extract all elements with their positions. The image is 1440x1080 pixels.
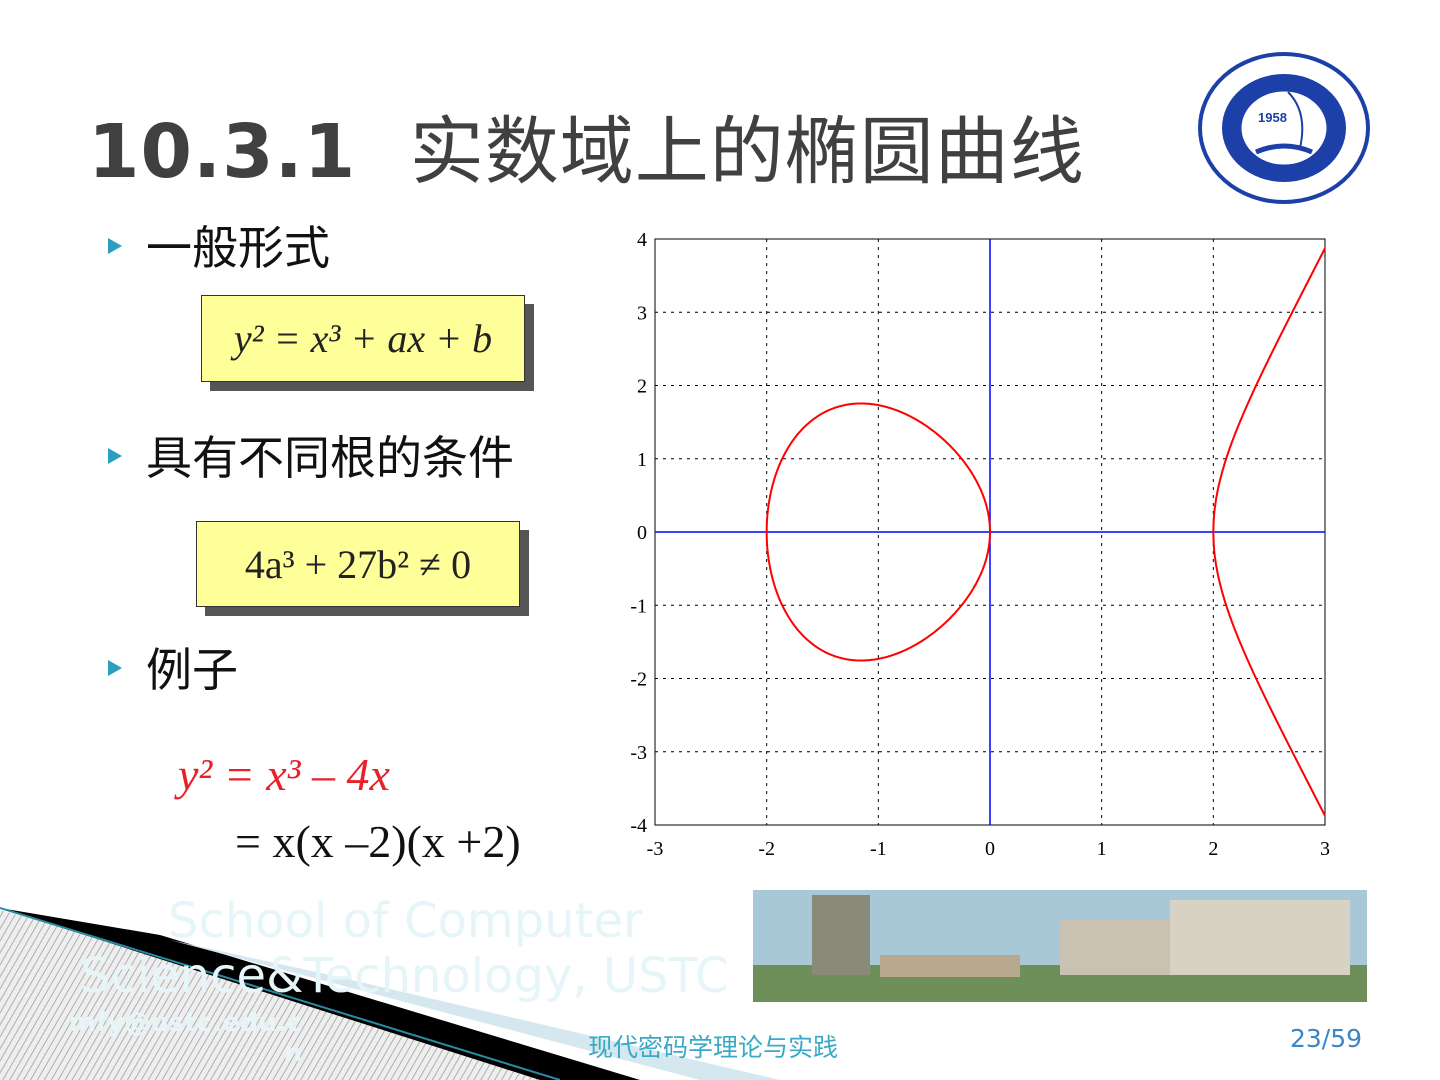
y-tick-label: 1: [637, 449, 647, 471]
example-factored: = x(x –2)(x +2): [235, 816, 521, 867]
bullet-icon: [108, 659, 122, 676]
bullet-example: 例子: [108, 634, 238, 700]
y-tick-label: -1: [630, 595, 647, 617]
course-name: 现代密码学理论与实践: [588, 1033, 839, 1062]
slide-title: 10.3.1 实数域上的椭圆曲线: [88, 92, 1085, 199]
y-tick-label: 0: [637, 522, 647, 544]
curve-oval: [765, 402, 991, 662]
x-tick-label: 3: [1320, 838, 1330, 860]
x-tick-label: 1: [1097, 838, 1107, 860]
page-number: 23/59: [1290, 1024, 1363, 1053]
bullet-general-form: 一般形式: [108, 212, 330, 278]
bullet-condition: 具有不同根的条件: [108, 422, 514, 488]
bullet-icon: [108, 237, 122, 254]
example-equation: y² = x³ – 4x: [178, 749, 390, 800]
x-tick-label: 0: [985, 838, 995, 860]
formula-condition-box: 4a³ + 27b² ≠ 0: [196, 521, 520, 607]
title-number: 10.3.1: [88, 109, 357, 195]
footer-decoration: [0, 890, 1367, 1080]
watermark-line2: Science&Technology, USTC: [80, 948, 729, 1004]
y-tick-label: 2: [637, 376, 647, 398]
x-tick-label: 2: [1208, 838, 1218, 860]
x-tick-label: -1: [870, 838, 887, 860]
svg-text:1958: 1958: [1258, 110, 1287, 125]
formula-general-box: y² = x³ + ax + b: [201, 295, 525, 382]
watermark-line1: School of Computer: [168, 893, 643, 949]
y-tick-label: -3: [630, 742, 647, 764]
y-tick-label: -2: [630, 669, 647, 691]
y-tick-label: -4: [630, 815, 647, 837]
bullet-icon: [108, 447, 122, 464]
x-tick-label: -3: [647, 838, 664, 860]
y-tick-label: 3: [637, 302, 647, 324]
y-tick-label: 4: [637, 229, 647, 251]
curve-open-branch: [1212, 247, 1326, 817]
watermark-email: mfy@ustc.edu.cn: [68, 1008, 302, 1068]
title-text: 实数域上的椭圆曲线: [409, 109, 1085, 195]
ustc-logo: 1958: [1198, 52, 1370, 204]
x-tick-label: -2: [758, 838, 775, 860]
